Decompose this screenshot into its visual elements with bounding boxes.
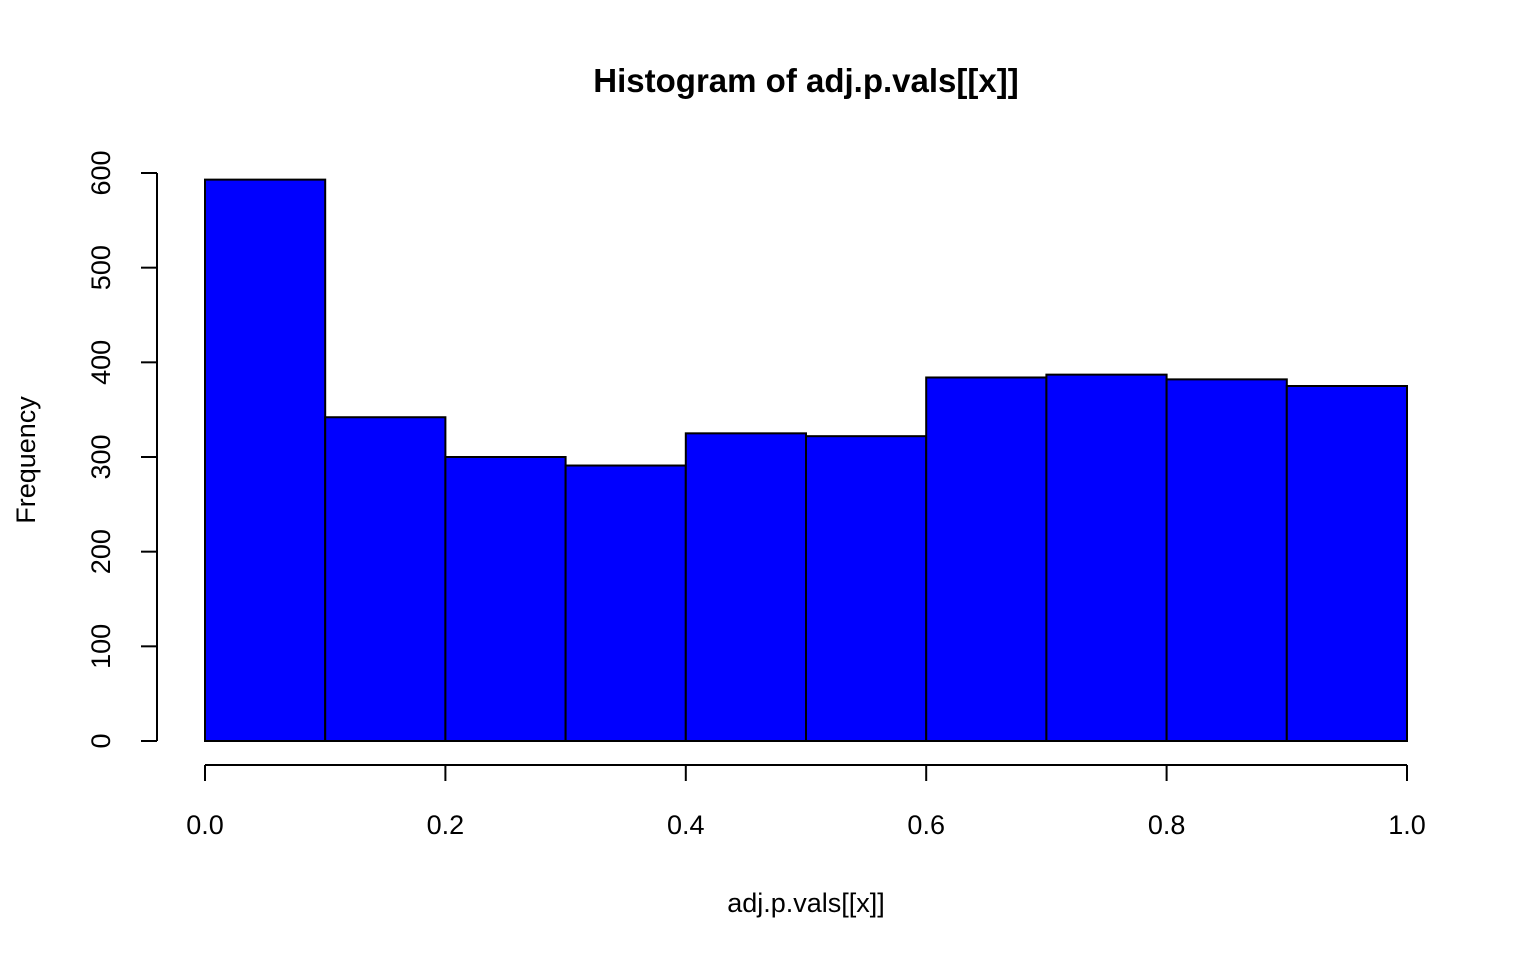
x-tick-label: 1.0 <box>1388 810 1426 840</box>
y-tick-label: 400 <box>86 340 116 385</box>
histogram-bar <box>1165 378 1288 742</box>
histogram-bar <box>324 416 447 742</box>
histogram-bar <box>925 376 1048 742</box>
x-axis-label: adj.p.vals[[x]] <box>727 888 885 918</box>
x-tick-label: 0.8 <box>1148 810 1186 840</box>
y-axis-label: Frequency <box>11 396 41 524</box>
histogram-bar <box>805 435 928 742</box>
x-tick-label: 0.0 <box>186 810 224 840</box>
y-tick-label: 0 <box>86 733 116 748</box>
chart-title: Histogram of adj.p.vals[[x]] <box>593 62 1018 99</box>
x-axis: 0.0 0.2 0.4 0.6 0.8 1.0 <box>186 764 1426 840</box>
y-axis: 0 100 200 300 400 500 600 <box>86 150 158 749</box>
y-tick-label: 200 <box>86 529 116 574</box>
x-tick-label: 0.4 <box>667 810 705 840</box>
histogram-bar <box>204 178 327 743</box>
histogram-bar <box>564 464 687 742</box>
histogram-bar <box>1045 373 1168 742</box>
x-tick-label: 0.2 <box>427 810 465 840</box>
x-tick-label: 0.6 <box>907 810 945 840</box>
y-tick-label: 600 <box>86 150 116 195</box>
histogram-bar <box>684 432 807 742</box>
histogram-bar <box>444 456 567 742</box>
y-tick-label: 100 <box>86 624 116 669</box>
y-tick-label: 300 <box>86 434 116 479</box>
y-tick-label: 500 <box>86 245 116 290</box>
bars-group <box>204 178 1409 743</box>
histogram-bar <box>1285 385 1409 742</box>
